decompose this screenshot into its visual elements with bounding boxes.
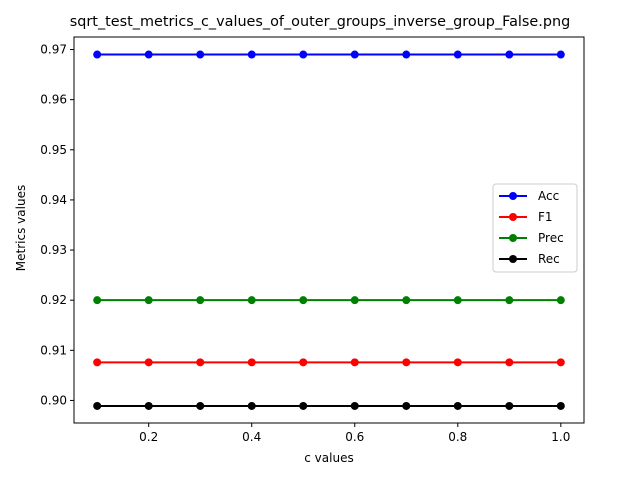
y-tick-label: 0.92 (40, 293, 67, 307)
series-f1 (93, 358, 565, 367)
legend: Acc F1 Prec Rec (492, 183, 578, 273)
data-point (453, 50, 462, 59)
chart-title: sqrt_test_metrics_c_values_of_outer_grou… (70, 14, 570, 30)
legend-item-acc: Acc (499, 189, 559, 203)
data-point (93, 401, 102, 410)
legend-label: F1 (538, 210, 553, 224)
data-point (350, 401, 359, 410)
y-axis-label: Metrics values (14, 185, 28, 271)
y-tick-label: 0.96 (40, 93, 67, 107)
x-axis-label: c values (304, 451, 353, 465)
data-point (505, 358, 514, 367)
y-tick-label: 0.94 (40, 193, 67, 207)
y-tick-label: 0.91 (40, 343, 67, 357)
series-layer (93, 50, 565, 410)
data-point (196, 296, 205, 305)
data-point (556, 401, 565, 410)
legend-label: Acc (538, 189, 559, 203)
data-point (247, 296, 256, 305)
legend-swatch-marker (509, 234, 517, 242)
legend-item-prec: Prec (499, 231, 564, 245)
data-point (144, 358, 153, 367)
x-tick-label: 1.0 (551, 430, 570, 444)
data-point (556, 50, 565, 59)
data-point (144, 401, 153, 410)
y-tick-label: 0.97 (40, 43, 67, 57)
data-point (196, 358, 205, 367)
data-point (505, 50, 514, 59)
data-point (144, 296, 153, 305)
data-point (453, 401, 462, 410)
legend-item-rec: Rec (499, 252, 560, 266)
legend-item-f1: F1 (499, 210, 553, 224)
series-acc (93, 50, 565, 59)
data-point (247, 358, 256, 367)
data-point (402, 50, 411, 59)
data-point (299, 358, 308, 367)
legend-label: Prec (538, 231, 564, 245)
data-point (453, 358, 462, 367)
data-point (299, 296, 308, 305)
x-tick-label: 0.4 (242, 430, 261, 444)
x-tick-label: 0.2 (139, 430, 158, 444)
data-point (350, 358, 359, 367)
data-point (196, 401, 205, 410)
x-tick-label: 0.8 (448, 430, 467, 444)
data-point (556, 296, 565, 305)
legend-label: Rec (538, 252, 560, 266)
data-point (299, 50, 308, 59)
data-point (556, 358, 565, 367)
series-prec (93, 296, 565, 305)
data-point (402, 401, 411, 410)
y-axis-ticks: 0.90 0.91 0.92 0.93 0.94 0.95 0.96 0.97 (40, 43, 74, 407)
data-point (505, 296, 514, 305)
plot-area-frame (73, 36, 585, 424)
y-tick-label: 0.95 (40, 143, 67, 157)
data-point (505, 401, 514, 410)
legend-swatch-marker (509, 255, 517, 263)
x-axis-ticks: 0.2 0.4 0.6 0.8 1.0 (139, 423, 570, 444)
data-point (247, 401, 256, 410)
legend-swatch-marker (509, 192, 517, 200)
legend-box (492, 183, 578, 273)
legend-swatch-marker (509, 213, 517, 221)
data-point (299, 401, 308, 410)
data-point (144, 50, 153, 59)
data-point (453, 296, 462, 305)
data-point (350, 296, 359, 305)
data-point (93, 296, 102, 305)
y-tick-label: 0.93 (40, 243, 67, 257)
data-point (93, 358, 102, 367)
x-tick-label: 0.6 (345, 430, 364, 444)
data-point (402, 296, 411, 305)
data-point (350, 50, 359, 59)
y-tick-label: 0.90 (40, 393, 67, 407)
data-point (93, 50, 102, 59)
data-point (402, 358, 411, 367)
data-point (196, 50, 205, 59)
data-point (247, 50, 256, 59)
series-rec (93, 401, 565, 410)
